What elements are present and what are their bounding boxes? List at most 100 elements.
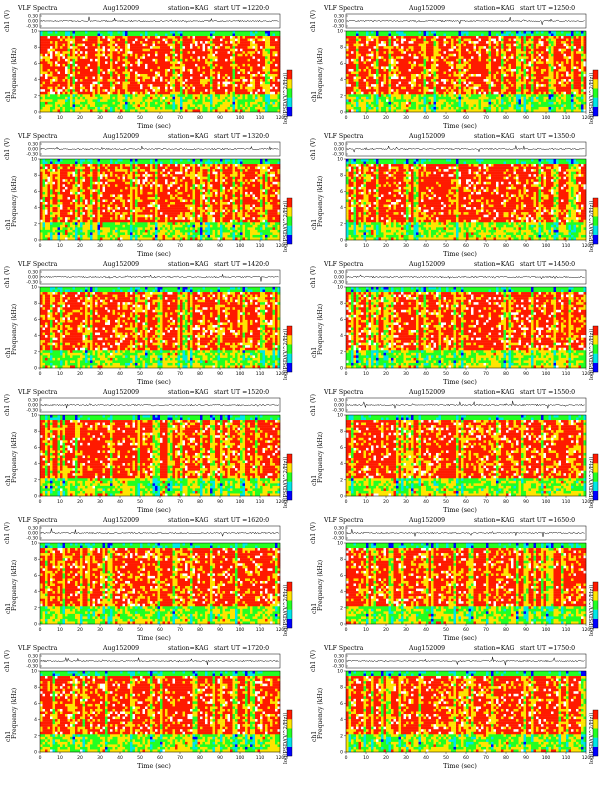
spectrogram-cell	[458, 99, 462, 103]
spectrogram-cell	[413, 63, 417, 67]
spectrogram-cell	[162, 94, 166, 98]
spectrogram-cell	[57, 31, 61, 34]
spectrogram-cell	[197, 104, 201, 108]
spectrogram-cell	[95, 66, 98, 70]
spectrogram-cell	[165, 58, 168, 62]
spectrogram-cell	[175, 56, 178, 60]
spectrogram-cell	[112, 33, 116, 37]
spectrogram-cell	[42, 43, 46, 47]
spectrogram-cell	[157, 84, 161, 87]
spectrogram-cell	[100, 31, 103, 34]
spectrogram-cell	[476, 76, 479, 80]
spectrogram-cell	[451, 33, 454, 37]
spectrogram-cell	[102, 66, 106, 70]
spectrogram-cell	[90, 53, 93, 57]
spectrogram-cell	[275, 53, 278, 57]
spectrogram-cell	[478, 51, 482, 54]
spectrogram-cell	[45, 68, 48, 72]
spectrogram-cell	[348, 33, 352, 37]
spectrogram-cell	[220, 63, 223, 67]
spectrogram-cell	[250, 74, 253, 77]
spectrogram-cell	[185, 81, 188, 85]
spectrogram-cell	[255, 66, 258, 70]
spectrogram-cell	[473, 74, 477, 77]
spectrogram-cell	[155, 106, 158, 110]
spectrogram-cell	[95, 89, 98, 92]
spectrogram-cell	[232, 41, 236, 44]
spectrogram-cell	[130, 36, 133, 39]
spectrogram-cell	[476, 74, 479, 77]
spectrogram-cell	[391, 106, 394, 110]
spectrogram-cell	[453, 106, 457, 110]
time-tick-label: 60	[157, 115, 163, 121]
spectrogram-cell	[192, 104, 196, 108]
spectrogram-cell	[358, 109, 362, 113]
spectrogram-cell	[215, 106, 218, 110]
spectrogram-cell	[411, 66, 414, 70]
spectrogram-cell	[115, 94, 118, 98]
spectrogram-cell	[152, 99, 156, 103]
spectrogram-cell	[72, 106, 76, 110]
spectrogram-cell	[127, 43, 131, 47]
spectrogram-cell	[212, 86, 216, 90]
spectrogram-cell	[252, 74, 256, 77]
spectrogram-cell	[187, 99, 191, 103]
spectrogram-cell	[112, 48, 116, 52]
spectrogram-cell	[361, 61, 364, 65]
spectrogram-cell	[120, 76, 123, 80]
spectrogram-cell	[50, 86, 53, 90]
spectrogram-cell	[486, 71, 489, 75]
spectrogram-cell	[177, 38, 181, 42]
spectrogram-cell	[247, 81, 251, 85]
spectrogram-cell	[185, 68, 188, 72]
spectrogram-cell	[351, 79, 354, 82]
spectrogram-cell	[50, 106, 53, 110]
spectrogram-cell	[65, 56, 68, 60]
spectrogram-cell	[82, 84, 86, 87]
spectrogram-cell	[107, 81, 111, 85]
spectrogram-cell	[252, 68, 256, 72]
spectrogram-cell	[215, 48, 218, 52]
spectrogram-cell	[247, 96, 251, 100]
spectrogram-cell	[210, 41, 213, 44]
spectrogram-cell	[348, 89, 352, 92]
spectrogram-cell	[125, 43, 128, 47]
spectrogram-cell	[413, 41, 417, 44]
spectrogram-cell	[67, 104, 71, 108]
spectrogram-cell	[436, 104, 439, 108]
spectrogram-cell	[403, 101, 407, 105]
spectrogram-cell	[80, 43, 83, 47]
spectrogram-cell	[132, 109, 136, 113]
spectrogram-cell	[175, 96, 178, 100]
spectrogram-cell	[75, 109, 78, 113]
spectrogram-cell	[147, 91, 151, 95]
spectrogram-cell	[45, 48, 48, 52]
spectrogram-cell	[120, 84, 123, 87]
spectrogram-cell	[386, 96, 389, 100]
spectrogram-cell	[348, 76, 352, 80]
spectrogram-cell	[451, 74, 454, 77]
spectrogram-cell	[358, 86, 362, 90]
spectrogram-cell	[207, 74, 211, 77]
spectrogram-cell	[473, 61, 477, 65]
spectrogram-cell	[105, 46, 108, 49]
spectrogram-cell	[468, 51, 472, 54]
spectrogram-cell	[80, 74, 83, 77]
spectrogram-cell	[277, 79, 281, 82]
spectrogram-cell	[200, 106, 203, 110]
spectrogram-cell	[351, 56, 354, 60]
spectrogram-cell	[140, 99, 143, 103]
spectrogram-cell	[478, 63, 482, 67]
spectrogram-cell	[162, 66, 166, 70]
spectrogram-cell	[448, 106, 452, 110]
spectrogram-cell	[252, 101, 256, 105]
spectrogram-cell	[45, 56, 48, 60]
spectrogram-cell	[478, 84, 482, 87]
spectrogram-cell	[396, 91, 399, 95]
spectrogram-cell	[247, 58, 251, 62]
spectrogram-cell	[50, 43, 53, 47]
spectrogram-cell	[90, 36, 93, 39]
spectrogram-cell	[112, 63, 116, 67]
spectrogram-cell	[215, 36, 218, 39]
spectrogram-cell	[250, 51, 253, 54]
